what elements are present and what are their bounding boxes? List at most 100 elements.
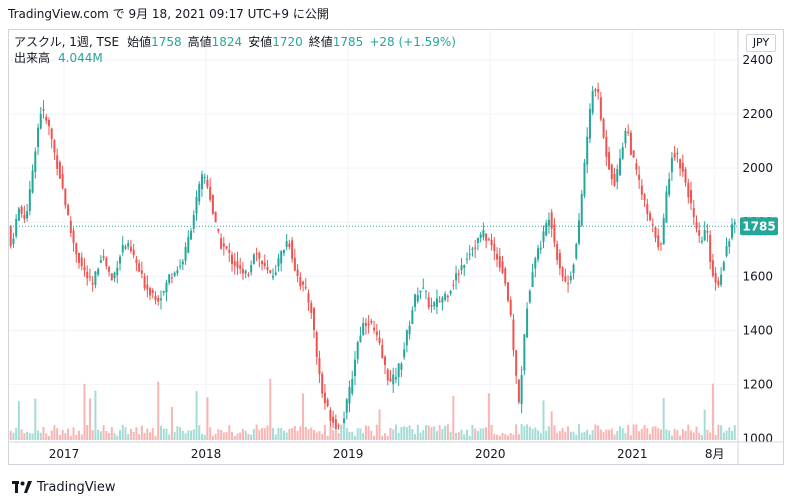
volume-bar [722,432,725,440]
volume-bar [83,383,86,440]
candle-body [512,319,515,351]
volume-bar [591,430,594,440]
volume-bar [659,429,662,440]
volume-bar [12,432,15,440]
candle-body [334,419,337,429]
candle-body [307,292,310,303]
candle-body [556,243,559,260]
candle-body [315,332,318,357]
candle-body [362,323,365,335]
volume-bar [302,393,305,440]
candle-body [605,136,608,157]
tradingview-logo-icon [12,481,32,493]
candle-body [632,150,635,158]
candle-body [534,258,537,269]
y-tick-label: 1600 [742,269,773,283]
x-tick-label: 8月 [705,447,725,461]
candle-body [654,227,657,238]
candle-body [247,274,250,276]
volume-bar [649,434,652,440]
chart-frame[interactable] [8,29,784,465]
candle-body [635,163,638,170]
candle-body [378,337,381,343]
volume-bar [526,424,529,440]
volume-bar [523,426,526,440]
candle-body [162,290,165,293]
volume-bar [728,427,731,440]
volume-bar [37,430,40,440]
candle-body [684,169,687,183]
volume-bar [670,435,673,440]
candle-body [446,295,449,298]
candle-body [173,272,176,276]
candle-body [509,299,512,316]
volume-bar [556,432,559,440]
candle-body [676,152,679,155]
volume-bar [39,432,42,440]
candle-body [444,293,447,300]
candle-body [113,272,116,279]
candle-body [42,108,45,111]
volume-bar [575,434,578,440]
volume-bar [528,426,531,440]
symbol-label[interactable]: アスクル, 1週, TSE [14,35,120,49]
volume-bar [594,424,597,440]
volume-bar [547,426,550,440]
candle-body [241,269,244,274]
y-tick-label: 1200 [742,377,773,391]
volume-bar [195,391,198,440]
volume-bar [668,430,671,440]
candle-body [116,267,119,276]
volume-bar [157,381,160,440]
candle-body [621,147,624,159]
volume-bar [416,424,419,440]
volume-bar [695,426,698,440]
candle-body [411,310,414,325]
volume-bar [367,426,370,440]
volume-bar [487,393,490,440]
candle-body [258,252,261,259]
candle-body [709,234,712,263]
volume-bar [17,401,20,440]
volume-bar [545,430,548,440]
candle-body [312,308,315,331]
volume-bar [498,435,501,440]
volume-bar [26,431,29,440]
currency-badge[interactable]: JPY [746,34,776,52]
volume-bar [113,433,116,440]
candle-body [91,282,94,285]
volume-bar [277,427,280,440]
volume-bar [190,430,193,440]
volume-bar [285,432,288,440]
candle-body [528,290,531,303]
volume-bar [621,428,624,440]
candle-body [575,243,578,259]
volume-bar [482,428,485,440]
candle-body [597,89,600,93]
candle-body [553,224,556,243]
candle-body [293,257,296,271]
volume-bar [318,431,321,440]
candle-body [88,276,91,278]
volume-bar [520,424,523,440]
volume-bar [692,432,695,440]
candle-body [138,263,141,272]
candle-body [558,253,561,269]
candle-body [37,127,40,147]
candle-body [670,157,673,173]
volume-bar [280,427,283,440]
candle-body [403,349,406,358]
candle-body [146,284,149,290]
volume-bar [118,430,121,440]
volume-bar [460,429,463,440]
footer-brand[interactable]: TradingView [12,477,116,497]
volume-bar [168,434,171,440]
candle-body [517,379,520,403]
volume-bar [179,427,182,440]
candle-body [400,363,403,370]
candle-body [523,334,526,371]
y-tick-label: 2000 [742,161,773,175]
candle-body [599,97,602,120]
volume-bar [599,429,602,440]
